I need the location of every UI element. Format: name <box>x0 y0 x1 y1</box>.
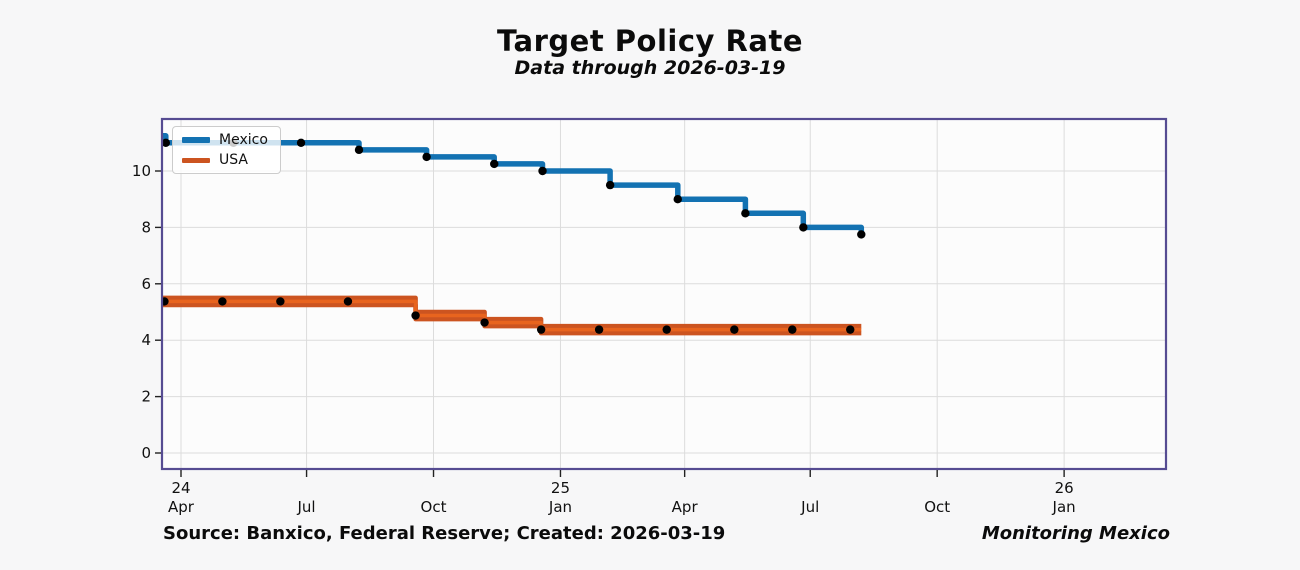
x-tick-month-label: Oct <box>421 498 447 516</box>
usa-line-swatch <box>182 157 210 163</box>
usa-decision-marker <box>162 297 169 306</box>
mexico-decision-marker <box>538 166 547 176</box>
usa-decision-marker <box>411 311 420 320</box>
x-tick-month-label: Jul <box>800 498 819 516</box>
mexico-line-swatch <box>182 137 210 143</box>
x-tick-month-label: Jan <box>1052 498 1076 516</box>
x-tick-month-label: Jul <box>297 498 316 516</box>
mexico-decision-marker <box>605 180 615 190</box>
chart-subtitle: Data through 2026-03-19 <box>514 57 786 79</box>
plot-border <box>160 117 1168 471</box>
y-tick-label: 2 <box>141 388 151 406</box>
x-tick-month-label: Jan <box>548 498 572 516</box>
usa-decision-marker <box>218 297 227 306</box>
usa-decision-marker <box>788 325 797 334</box>
x-tick-month-label: Oct <box>924 498 950 516</box>
brand-credit: Monitoring Mexico <box>981 523 1170 544</box>
mexico-decision-marker <box>673 195 682 204</box>
usa-decision-marker <box>662 325 671 334</box>
mexico-decision-marker <box>162 138 171 147</box>
legend-item-mexico: Mexico <box>182 133 268 147</box>
legend-label-mexico: Mexico <box>219 132 268 148</box>
y-tick-label: 0 <box>141 444 151 462</box>
source-credit: Source: Banxico, Federal Reserve; Create… <box>163 523 726 544</box>
x-tick-month-label: Apr <box>168 498 195 516</box>
mexico-decision-marker <box>296 138 306 147</box>
usa-decision-marker <box>343 297 353 306</box>
legend-item-usa: USA <box>182 153 268 167</box>
mexico-decision-marker <box>354 145 364 155</box>
usa-decision-marker <box>536 325 546 334</box>
usa-decision-marker <box>846 325 855 334</box>
chart-title: Target Policy Rate <box>497 24 803 58</box>
x-tick-year-label: 26 <box>1055 479 1074 497</box>
x-tick-year-label: 25 <box>551 479 570 497</box>
usa-decision-marker <box>276 297 285 306</box>
legend-label-usa: USA <box>219 152 248 168</box>
y-tick-label: 8 <box>141 218 151 236</box>
usa-decision-marker <box>730 325 739 334</box>
mexico-decision-marker <box>857 230 866 239</box>
y-tick-label: 6 <box>141 275 151 293</box>
usa-decision-marker <box>594 325 604 334</box>
plot-area <box>162 119 1166 469</box>
x-tick-year-label: 24 <box>171 479 190 497</box>
usa-decision-marker <box>480 318 489 327</box>
mexico-decision-marker <box>490 159 499 169</box>
mexico-decision-marker <box>799 223 808 232</box>
legend: Mexico USA <box>172 126 281 174</box>
mexico-decision-marker <box>422 152 431 162</box>
y-tick-label: 10 <box>132 162 151 180</box>
mexico-decision-marker <box>741 209 750 218</box>
x-tick-month-label: Apr <box>672 498 699 516</box>
y-tick-label: 4 <box>141 331 151 349</box>
